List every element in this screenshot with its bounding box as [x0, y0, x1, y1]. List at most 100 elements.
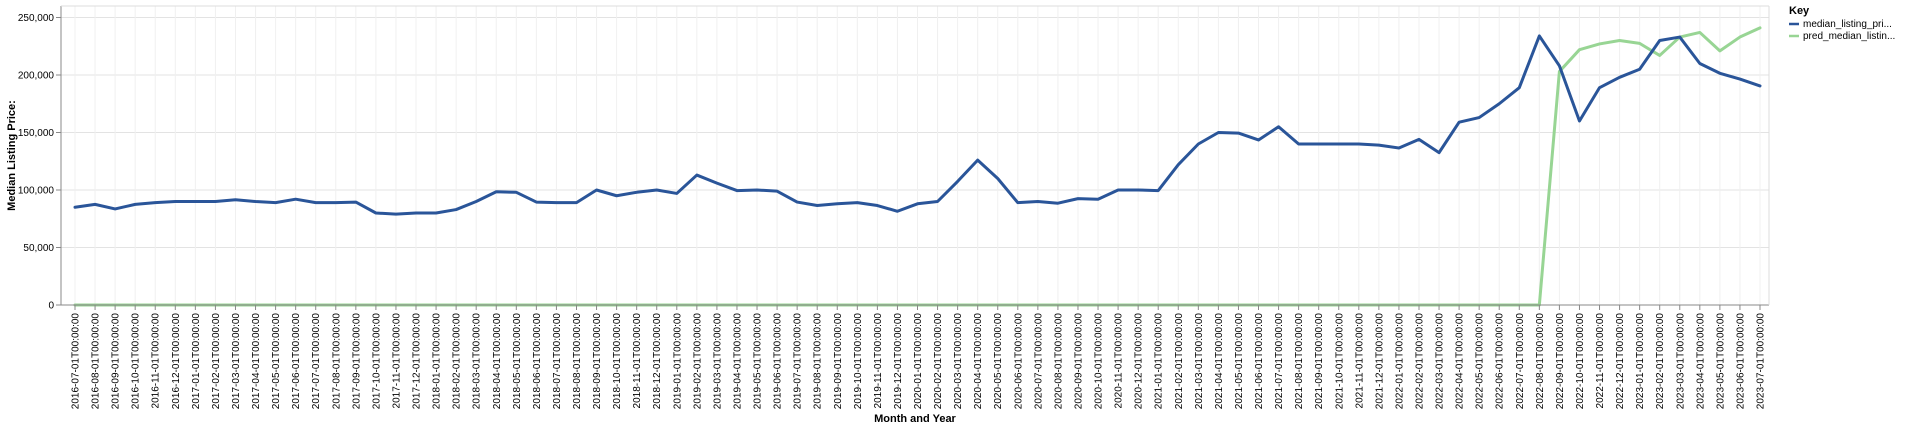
x-tick-label: 2019-12-01T00:00:00 [893, 313, 904, 410]
x-tick-label: 2017-07-01T00:00:00 [311, 313, 322, 410]
legend-label: pred_median_listin... [1803, 31, 1895, 42]
x-tick-label: 2022-11-01T00:00:00 [1595, 313, 1606, 409]
y-tick-label: 150,000 [18, 128, 55, 139]
x-tick-label: 2020-09-01T00:00:00 [1073, 313, 1084, 410]
x-tick-label: 2020-01-01T00:00:00 [913, 313, 924, 410]
y-tick-label: 250,000 [18, 13, 55, 24]
x-tick-label: 2016-09-01T00:00:00 [111, 313, 122, 410]
x-axis-ticks: 2016-07-01T00:00:00 2016-08-01T00:00:00 20… [71, 305, 1767, 409]
x-tick-label: 2023-07-01T00:00:00 [1756, 313, 1767, 410]
x-tick-label: 2018-10-01T00:00:00 [612, 313, 623, 410]
x-tick-label: 2017-06-01T00:00:00 [291, 313, 302, 410]
x-tick-label: 2017-02-01T00:00:00 [211, 313, 222, 410]
x-tick-label: 2022-01-01T00:00:00 [1394, 313, 1405, 410]
y-tick-label: 0 [48, 301, 54, 312]
x-tick-label: 2023-02-01T00:00:00 [1655, 313, 1666, 410]
x-tick-label: 2019-06-01T00:00:00 [773, 313, 784, 410]
x-tick-label: 2016-10-01T00:00:00 [131, 313, 142, 410]
x-tick-label: 2022-03-01T00:00:00 [1435, 313, 1446, 410]
x-tick-label: 2018-11-01T00:00:00 [632, 313, 643, 409]
x-tick-label: 2018-06-01T00:00:00 [532, 313, 543, 410]
y-tick-label: 50,000 [23, 243, 54, 254]
x-tick-label: 2022-09-01T00:00:00 [1555, 313, 1566, 410]
legend-title: Key [1789, 5, 1810, 17]
y-tick-label: 100,000 [18, 186, 55, 197]
x-tick-label: 2017-08-01T00:00:00 [331, 313, 342, 410]
x-tick-label: 2019-03-01T00:00:00 [712, 313, 723, 410]
x-tick-label: 2020-06-01T00:00:00 [1013, 313, 1024, 410]
x-tick-label: 2023-04-01T00:00:00 [1695, 313, 1706, 410]
x-tick-label: 2017-01-01T00:00:00 [191, 313, 202, 410]
x-tick-label: 2019-09-01T00:00:00 [833, 313, 844, 410]
x-tick-label: 2018-04-01T00:00:00 [492, 313, 503, 410]
x-tick-label: 2021-09-01T00:00:00 [1314, 313, 1325, 410]
x-axis-title: Month and Year [874, 413, 956, 425]
x-tick-label: 2021-12-01T00:00:00 [1374, 313, 1385, 410]
x-tick-label: 2020-07-01T00:00:00 [1033, 313, 1044, 410]
x-tick-label: 2021-08-01T00:00:00 [1294, 313, 1305, 410]
x-tick-label: 2021-02-01T00:00:00 [1174, 313, 1185, 410]
x-tick-label: 2021-01-01T00:00:00 [1154, 313, 1165, 410]
x-tick-label: 2018-07-01T00:00:00 [552, 313, 563, 410]
x-tick-label: 2017-09-01T00:00:00 [351, 313, 362, 410]
x-tick-label: 2022-08-01T00:00:00 [1535, 313, 1546, 410]
x-tick-label: 2022-06-01T00:00:00 [1495, 313, 1506, 410]
x-tick-label: 2020-02-01T00:00:00 [933, 313, 944, 410]
x-tick-label: 2017-03-01T00:00:00 [231, 313, 242, 410]
x-tick-label: 2020-10-01T00:00:00 [1094, 313, 1105, 410]
x-tick-label: 2019-04-01T00:00:00 [732, 313, 743, 410]
x-tick-label: 2022-12-01T00:00:00 [1615, 313, 1626, 410]
x-tick-label: 2022-10-01T00:00:00 [1575, 313, 1586, 410]
x-tick-label: 2022-02-01T00:00:00 [1414, 313, 1425, 410]
gridlines [61, 6, 1769, 306]
x-tick-label: 2019-01-01T00:00:00 [672, 313, 683, 410]
x-tick-label: 2020-03-01T00:00:00 [953, 313, 964, 410]
x-tick-label: 2020-04-01T00:00:00 [973, 313, 984, 410]
series-line-median-listing-price [73, 34, 1762, 216]
y-tick-label: 200,000 [18, 71, 55, 82]
x-tick-label: 2016-07-01T00:00:00 [71, 313, 82, 410]
x-tick-label: 2016-08-01T00:00:00 [91, 313, 102, 410]
x-tick-label: 2022-04-01T00:00:00 [1455, 313, 1466, 410]
x-tick-label: 2019-07-01T00:00:00 [793, 313, 804, 410]
x-tick-label: 2019-02-01T00:00:00 [692, 313, 703, 410]
x-tick-label: 2023-01-01T00:00:00 [1635, 313, 1646, 410]
x-tick-label: 2022-07-01T00:00:00 [1515, 313, 1526, 410]
x-tick-label: 2021-04-01T00:00:00 [1214, 313, 1225, 410]
x-tick-label: 2018-05-01T00:00:00 [512, 313, 523, 410]
x-tick-label: 2017-05-01T00:00:00 [271, 313, 282, 410]
x-tick-label: 2016-11-01T00:00:00 [151, 313, 162, 409]
x-tick-label: 2023-03-01T00:00:00 [1675, 313, 1686, 410]
x-tick-label: 2019-10-01T00:00:00 [853, 313, 864, 410]
legend-label: median_listing_pri... [1803, 19, 1892, 30]
x-tick-label: 2018-08-01T00:00:00 [572, 313, 583, 410]
x-tick-label: 2018-03-01T00:00:00 [472, 313, 483, 410]
x-tick-label: 2020-11-01T00:00:00 [1114, 313, 1125, 409]
x-tick-label: 2022-05-01T00:00:00 [1475, 313, 1486, 410]
x-tick-label: 2018-02-01T00:00:00 [452, 313, 463, 410]
x-tick-label: 2020-12-01T00:00:00 [1134, 313, 1145, 410]
axes [60, 5, 1770, 306]
x-tick-label: 2017-10-01T00:00:00 [371, 313, 382, 410]
x-tick-label: 2019-11-01T00:00:00 [873, 313, 884, 409]
x-tick-label: 2021-03-01T00:00:00 [1194, 313, 1205, 410]
y-axis-title: Median Listing Price: [6, 100, 18, 211]
x-tick-label: 2021-10-01T00:00:00 [1334, 313, 1345, 410]
x-tick-label: 2018-01-01T00:00:00 [432, 313, 443, 410]
legend: Key median_listing_pri...pred_median_lis… [1789, 5, 1895, 42]
x-tick-label: 2018-09-01T00:00:00 [592, 313, 603, 410]
x-tick-label: 2019-05-01T00:00:00 [753, 313, 764, 410]
x-tick-label: 2023-06-01T00:00:00 [1735, 313, 1746, 410]
x-tick-label: 2020-08-01T00:00:00 [1053, 313, 1064, 410]
x-tick-label: 2016-12-01T00:00:00 [171, 313, 182, 410]
x-tick-label: 2021-07-01T00:00:00 [1274, 313, 1285, 410]
x-tick-label: 2017-12-01T00:00:00 [412, 313, 423, 410]
x-tick-label: 2019-08-01T00:00:00 [813, 313, 824, 410]
x-tick-label: 2021-11-01T00:00:00 [1354, 313, 1365, 409]
x-tick-label: 2021-06-01T00:00:00 [1254, 313, 1265, 410]
x-tick-label: 2023-05-01T00:00:00 [1715, 313, 1726, 410]
x-tick-label: 2021-05-01T00:00:00 [1234, 313, 1245, 410]
x-tick-label: 2018-12-01T00:00:00 [652, 313, 663, 410]
x-tick-label: 2017-04-01T00:00:00 [251, 313, 262, 410]
